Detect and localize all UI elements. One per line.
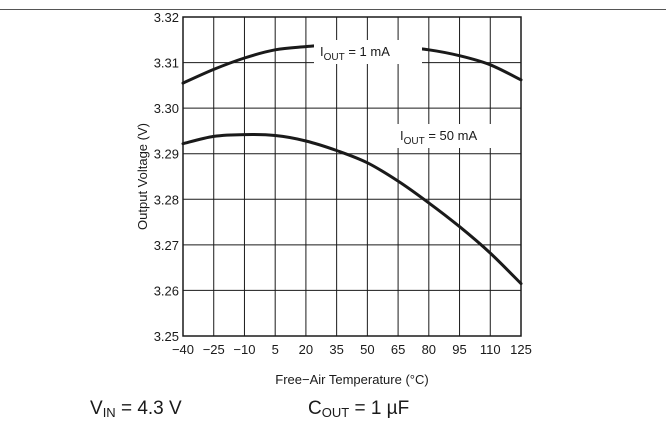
x-tick-label: 35 xyxy=(329,342,343,357)
vin-condition: VIN = 4.3 V xyxy=(90,398,182,420)
y-tick-label: 3.30 xyxy=(154,101,179,116)
plot-border xyxy=(182,16,522,337)
x-tick-label: 65 xyxy=(391,342,405,357)
plot-area: −40 −25 −10 5 20 35 50 65 80 95 110 125 3.25 3.26 3.27… xyxy=(135,10,532,387)
y-tick-label: 3.28 xyxy=(154,192,179,207)
y-tick-label: 3.27 xyxy=(154,238,179,253)
series-label-backdrop xyxy=(314,40,422,64)
x-tick-label: −10 xyxy=(233,342,255,357)
x-axis-title: Free−Air Temperature (°C) xyxy=(275,372,428,387)
x-tick-label: 95 xyxy=(452,342,466,357)
x-tick-label: 110 xyxy=(480,342,501,357)
y-tick-label: 3.26 xyxy=(154,283,179,298)
x-tick-label: −25 xyxy=(203,342,225,357)
series-label-2: IOUT = 50 mA xyxy=(400,128,477,147)
y-tick-label: 3.25 xyxy=(154,329,179,344)
y-tick-label: 3.31 xyxy=(154,56,179,71)
y-tick-label: 3.29 xyxy=(154,147,179,162)
y-axis-title: Output Voltage (V) xyxy=(135,123,150,230)
x-tick-label: 50 xyxy=(360,342,374,357)
x-tick-label: 20 xyxy=(299,342,313,357)
series-label-backdrop xyxy=(394,124,510,148)
cout-condition: COUT = 1 µF xyxy=(308,398,410,420)
x-tick-label: 5 xyxy=(272,342,279,357)
y-tick-label: 3.32 xyxy=(154,10,179,25)
x-tick-label: 125 xyxy=(510,342,532,357)
series-line-2 xyxy=(181,133,523,286)
x-tick-label: 80 xyxy=(422,342,436,357)
x-tick-label: −40 xyxy=(172,342,194,357)
series-label-1: IOUT = 1 mA xyxy=(320,44,390,63)
